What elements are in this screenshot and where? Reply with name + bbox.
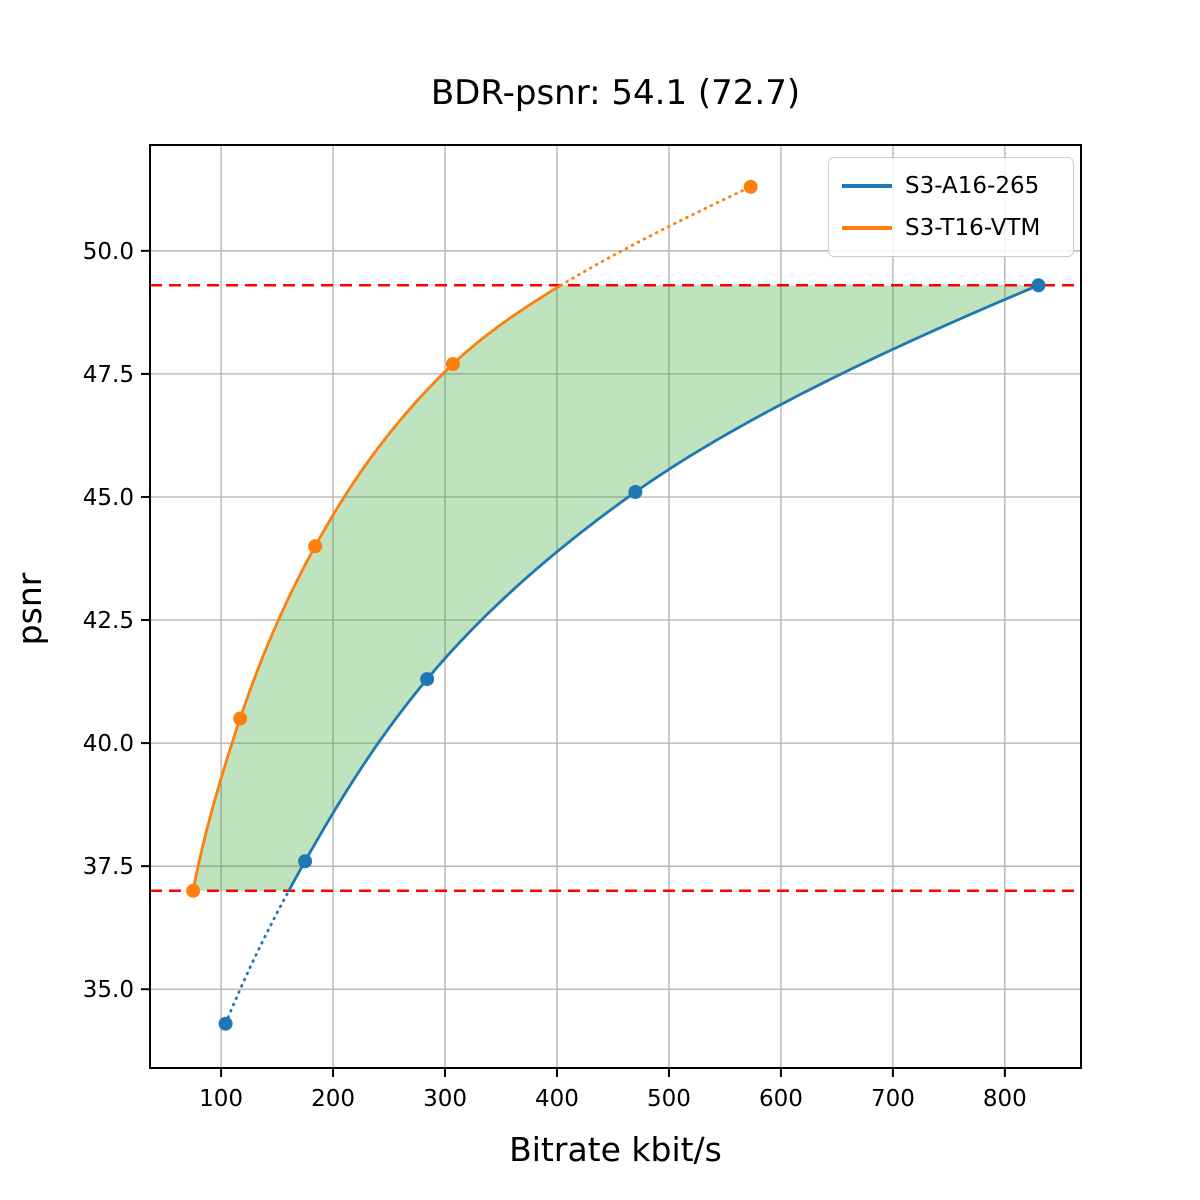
legend-label: S3-T16-VTM <box>905 215 1041 241</box>
series-layer-s3-a16-265 <box>218 278 1046 1031</box>
data-point-marker <box>233 711 248 726</box>
y-tick-label: 37.5 <box>83 854 134 880</box>
y-tick-label: 35.0 <box>83 977 134 1003</box>
data-point-marker <box>298 854 313 869</box>
legend: S3-A16-265 S3-T16-VTM <box>828 157 1074 257</box>
series-dotted-extension <box>224 889 291 1026</box>
data-point-marker <box>743 179 758 194</box>
spines-layer <box>149 144 1082 1069</box>
legend-line-swatch-orange <box>842 226 892 230</box>
series-curve <box>287 284 1039 892</box>
legend-label: S3-A16-265 <box>905 173 1040 199</box>
data-point-marker <box>218 1016 233 1031</box>
x-tick-label: 600 <box>759 1086 803 1112</box>
overlap-hlines-layer <box>150 284 1081 893</box>
fill-layer <box>193 285 1039 891</box>
y-tick-label: 42.5 <box>83 608 134 634</box>
data-point-marker <box>420 672 435 687</box>
series-dotted-extension <box>559 185 753 287</box>
x-tick-label: 500 <box>647 1086 691 1112</box>
data-point-marker <box>186 883 201 898</box>
x-tick-label: 100 <box>199 1086 243 1112</box>
y-tick-label: 40.0 <box>83 731 134 757</box>
y-axis-label: psnr <box>10 572 49 646</box>
bd-overlap-shaded-region <box>193 285 1039 891</box>
y-tick-label: 47.5 <box>83 362 134 388</box>
data-point-marker <box>445 357 460 372</box>
legend-line-swatch-blue <box>842 184 892 188</box>
series-curve <box>191 284 562 892</box>
ticks-layer: 100 200 300 400 500 600 700 800 35.0 37.5 40.0 42.5… <box>83 239 1027 1112</box>
x-tick-label: 200 <box>311 1086 355 1112</box>
data-point-marker <box>628 485 643 500</box>
x-tick-label: 800 <box>983 1086 1027 1112</box>
series-layer-s3-t16-vtm <box>186 179 758 898</box>
chart-title: BDR-psnr: 54.1 (72.7) <box>430 73 801 113</box>
data-point-marker <box>308 539 323 554</box>
plot-border <box>149 144 1082 1069</box>
y-tick-label: 45.0 <box>83 485 134 511</box>
y-tick-label: 50.0 <box>83 239 134 265</box>
x-axis-label: Bitrate kbit/s <box>509 1130 722 1169</box>
x-tick-label: 300 <box>423 1086 467 1112</box>
legend-item-s3-a16-265: S3-A16-265 <box>842 167 1060 205</box>
data-point-marker <box>1031 278 1046 293</box>
x-tick-label: 400 <box>535 1086 579 1112</box>
x-tick-label: 700 <box>871 1086 915 1112</box>
grid-layer <box>150 145 1081 1068</box>
legend-item-s3-t16-vtm: S3-T16-VTM <box>842 209 1060 247</box>
